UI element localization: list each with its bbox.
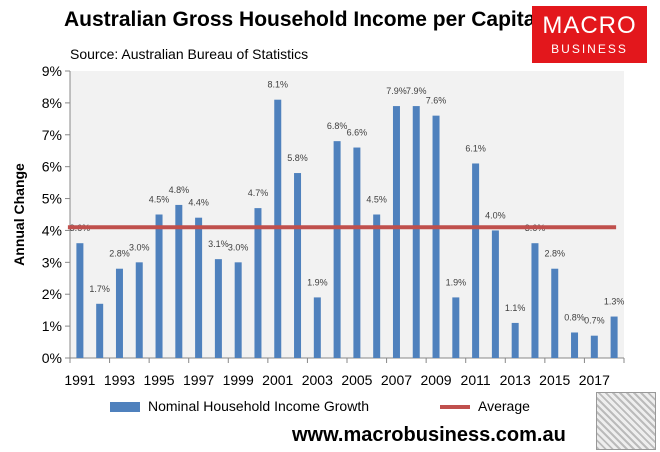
data-label: 7.6% bbox=[426, 96, 447, 106]
x-tick-label: 2009 bbox=[420, 372, 451, 388]
data-label: 6.1% bbox=[465, 143, 486, 153]
bar bbox=[115, 268, 123, 358]
y-tick-label: 8% bbox=[42, 95, 62, 111]
bar bbox=[392, 106, 400, 358]
bar bbox=[412, 106, 420, 358]
y-tick-label: 3% bbox=[42, 254, 62, 270]
bar bbox=[531, 243, 539, 358]
bar bbox=[294, 173, 302, 358]
y-axis-label: Annual Change bbox=[11, 163, 27, 266]
x-tick-label: 2015 bbox=[539, 372, 570, 388]
bar bbox=[610, 316, 618, 358]
bar bbox=[590, 335, 598, 358]
data-label: 6.6% bbox=[347, 128, 368, 138]
x-tick-label: 2005 bbox=[341, 372, 372, 388]
data-label: 3.1% bbox=[208, 239, 229, 249]
bar bbox=[511, 322, 519, 358]
x-tick-label: 2017 bbox=[579, 372, 610, 388]
x-tick-label: 2003 bbox=[302, 372, 333, 388]
y-tick-label: 0% bbox=[42, 350, 62, 366]
data-label: 6.8% bbox=[327, 121, 348, 131]
wolf-mascot-image bbox=[596, 392, 656, 450]
data-label: 7.9% bbox=[406, 86, 427, 96]
bar bbox=[491, 230, 499, 358]
y-tick-label: 9% bbox=[42, 63, 62, 79]
data-label: 4.5% bbox=[149, 195, 170, 205]
bar bbox=[195, 217, 203, 358]
x-tick-label: 2011 bbox=[461, 372, 491, 388]
y-tick-label: 4% bbox=[42, 222, 62, 238]
data-label: 1.9% bbox=[307, 277, 328, 287]
data-label: 0.7% bbox=[584, 316, 605, 326]
y-tick-label: 6% bbox=[42, 159, 62, 175]
bar bbox=[373, 214, 381, 358]
data-label: 3.0% bbox=[129, 242, 150, 252]
data-label: 8.1% bbox=[267, 80, 288, 90]
data-label: 0.8% bbox=[564, 312, 585, 322]
bar bbox=[135, 262, 143, 358]
x-tick-label: 2007 bbox=[381, 372, 412, 388]
legend-label: Average bbox=[478, 398, 530, 414]
bar bbox=[155, 214, 163, 358]
x-tick-label: 2013 bbox=[500, 372, 531, 388]
y-tick-label: 2% bbox=[42, 286, 62, 302]
bar bbox=[452, 297, 460, 358]
bar bbox=[76, 243, 84, 358]
y-tick-label: 7% bbox=[42, 127, 62, 143]
data-label: 4.0% bbox=[485, 210, 506, 220]
bar bbox=[234, 262, 242, 358]
y-tick-label: 1% bbox=[42, 318, 62, 334]
x-tick-label: 1997 bbox=[183, 372, 214, 388]
data-label: 4.7% bbox=[248, 188, 269, 198]
bar bbox=[96, 303, 104, 358]
bar bbox=[333, 141, 341, 358]
logo-line1: MACRO bbox=[542, 12, 637, 39]
y-tick-label: 5% bbox=[42, 191, 62, 207]
data-label: 2.8% bbox=[109, 249, 130, 259]
legend-label: Nominal Household Income Growth bbox=[148, 398, 369, 414]
data-label: 1.3% bbox=[604, 297, 625, 307]
bar bbox=[313, 297, 321, 358]
data-label: 3.0% bbox=[228, 242, 249, 252]
macrobusiness-logo: MACRO BUSINESS bbox=[532, 6, 647, 63]
x-tick-label: 1991 bbox=[64, 372, 95, 388]
chart-title: Australian Gross Household Income per Ca… bbox=[64, 8, 536, 31]
legend-item-growth: Nominal Household Income Growth bbox=[110, 398, 369, 414]
data-label: 1.7% bbox=[89, 284, 110, 294]
bar bbox=[472, 163, 480, 358]
bar bbox=[571, 332, 579, 358]
data-label: 5.8% bbox=[287, 153, 308, 163]
x-tick-label: 1993 bbox=[104, 372, 135, 388]
data-label: 1.1% bbox=[505, 303, 526, 313]
data-label: 2.8% bbox=[544, 249, 565, 259]
logo-line2: BUSINESS bbox=[551, 42, 628, 56]
bar bbox=[254, 208, 262, 358]
data-label: 4.4% bbox=[188, 198, 209, 208]
bar bbox=[551, 268, 559, 358]
x-tick-label: 2001 bbox=[262, 372, 293, 388]
plot-area bbox=[70, 71, 624, 358]
x-tick-label: 1999 bbox=[223, 372, 254, 388]
x-tick-label: 1995 bbox=[143, 372, 174, 388]
legend-swatch-line bbox=[440, 405, 470, 410]
bar bbox=[175, 204, 183, 358]
bar bbox=[353, 147, 361, 358]
chart-subtitle: Source: Australian Bureau of Statistics bbox=[70, 46, 309, 62]
bar bbox=[432, 115, 440, 359]
legend-swatch-bar bbox=[110, 402, 140, 413]
data-label: 4.5% bbox=[366, 195, 387, 205]
data-label: 1.9% bbox=[446, 277, 467, 287]
website-url: www.macrobusiness.com.au bbox=[292, 424, 566, 446]
bar bbox=[214, 259, 222, 358]
data-label: 4.8% bbox=[169, 185, 190, 195]
data-label: 7.9% bbox=[386, 86, 407, 96]
legend-item-average: Average bbox=[440, 398, 530, 414]
